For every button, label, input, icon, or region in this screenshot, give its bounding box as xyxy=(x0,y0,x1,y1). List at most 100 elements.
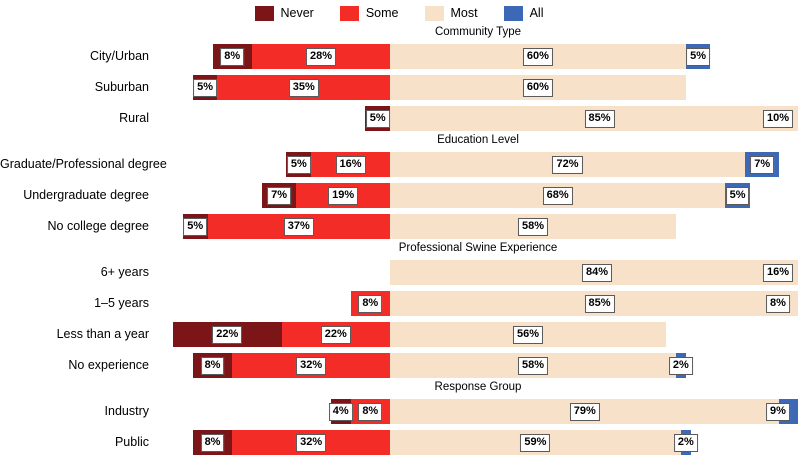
bar-track: 84% 16% xyxy=(158,260,798,285)
bar-value-label-most: 58% xyxy=(517,356,548,375)
panel-title: Community Type xyxy=(0,26,798,41)
panel-rows: Graduate/Professional degree 5% 16% 72% 7% Un… xyxy=(0,149,798,242)
bar-row: No college degree 5% 37% 58% xyxy=(0,211,798,242)
bar-row-label: 1–5 years xyxy=(94,296,149,311)
bar-value-label-never: 7% xyxy=(267,186,292,205)
legend-swatch-all xyxy=(503,5,523,21)
bar-row-label: Suburban xyxy=(94,80,149,95)
bar-value-label-all: 2% xyxy=(673,433,698,452)
bar-value-label-some: 8% xyxy=(358,402,383,421)
bar-value-label-never: 8% xyxy=(200,433,225,452)
bar-row: Undergraduate degree 7% 19% 68% 5% xyxy=(0,180,798,211)
bar-row-label: Less than a year xyxy=(56,327,149,342)
bar-stack: 8% 28% 60% 5% xyxy=(158,44,798,69)
bar-row-label: Graduate/Professional degree xyxy=(0,157,167,172)
panel-4: Response Group Industry 4% 8% 79% 9% Public 8% 3… xyxy=(0,381,798,458)
panel-title-text: Response Group xyxy=(434,381,522,393)
bar-row: 6+ years 84% 16% xyxy=(0,257,798,288)
panel-rows: City/Urban 8% 28% 60% 5% Suburban 5% 35% 60% Rura… xyxy=(0,41,798,134)
bar-row: Graduate/Professional degree 5% 16% 72% 7% xyxy=(0,149,798,180)
bar-row: Less than a year 22% 22% 56% xyxy=(0,319,798,350)
bar-value-label-most: 85% xyxy=(584,294,615,313)
bar-value-label-all: 8% xyxy=(766,294,790,313)
panel-2: Education Level Graduate/Professional deg… xyxy=(0,134,798,242)
bar-value-label-all: 7% xyxy=(750,155,775,174)
bar-stack: 4% 8% 79% 9% xyxy=(158,399,798,424)
bar-row-label: No experience xyxy=(68,358,149,373)
bar-value-label-some: 28% xyxy=(305,47,336,66)
chart-legend: Never Some Most All xyxy=(0,0,798,26)
bar-track: 5% 37% 58% xyxy=(158,214,798,239)
bar-value-label-never: 22% xyxy=(212,325,243,344)
bar-track: 7% 19% 68% 5% xyxy=(158,183,798,208)
legend-item-never: Never xyxy=(254,5,314,21)
bar-stack: 5% 16% 72% 7% xyxy=(158,152,798,177)
bar-value-label-never: 8% xyxy=(220,47,245,66)
bar-track: 4% 8% 79% 9% xyxy=(158,399,798,424)
bar-stack: 22% 22% 56% xyxy=(158,322,798,347)
bar-value-label-most: 58% xyxy=(517,217,548,236)
bar-track: 8% 32% 59% 2% xyxy=(158,430,798,455)
bar-value-label-most: 85% xyxy=(584,109,615,128)
bar-value-label-all: 5% xyxy=(725,186,750,205)
bar-row: Suburban 5% 35% 60% xyxy=(0,72,798,103)
bar-stack: 5% 85% 10% xyxy=(158,106,798,131)
panel-1: Community Type City/Urban 8% 28% 60% 5% Suburb… xyxy=(0,26,798,134)
legend-item-all: All xyxy=(503,5,544,21)
panel-title: Education Level xyxy=(0,134,798,149)
legend-label-never: Never xyxy=(280,5,314,20)
panel-title: Professional Swine Experience xyxy=(0,242,798,257)
chart-panels: Community Type City/Urban 8% 28% 60% 5% Suburb… xyxy=(0,26,798,458)
bar-value-label-most: 79% xyxy=(569,402,600,421)
bar-track: 8% 85% 8% xyxy=(158,291,798,316)
bar-stack: 8% 85% 8% xyxy=(158,291,798,316)
bar-value-label-never: 5% xyxy=(365,109,390,128)
panel-title: Response Group xyxy=(0,381,798,396)
bar-track: 22% 22% 56% xyxy=(158,322,798,347)
bar-value-label-some: 22% xyxy=(320,325,351,344)
bar-value-label-never: 8% xyxy=(200,356,225,375)
legend-swatch-most xyxy=(424,5,444,21)
panel-rows: 6+ years 84% 16% 1–5 years 8% 85% 8% Less than … xyxy=(0,257,798,381)
panel-title-text: Education Level xyxy=(437,134,519,146)
bar-value-label-most: 84% xyxy=(582,263,613,282)
bar-value-label-some: 32% xyxy=(296,356,327,375)
bar-value-label-never: 4% xyxy=(328,402,353,421)
bar-stack: 8% 32% 58% 2% xyxy=(158,353,798,378)
bar-value-label-some: 35% xyxy=(288,78,319,97)
bar-stack: 5% 35% 60% xyxy=(158,75,798,100)
bar-value-label-most: 68% xyxy=(542,186,573,205)
bar-value-label-all: 16% xyxy=(762,263,794,282)
panel-title-text: Community Type xyxy=(434,26,522,38)
bar-value-label-some: 8% xyxy=(358,294,383,313)
bar-track: 5% 35% 60% xyxy=(158,75,798,100)
bar-track: 5% 16% 72% 7% xyxy=(158,152,798,177)
bar-row: Industry 4% 8% 79% 9% xyxy=(0,396,798,427)
bar-track: 8% 32% 58% 2% xyxy=(158,353,798,378)
panel-3: Professional Swine Experience 6+ years 84%… xyxy=(0,242,798,381)
legend-label-all: All xyxy=(529,5,544,20)
bar-value-label-never: 5% xyxy=(193,78,218,97)
bar-value-label-all: 5% xyxy=(686,47,711,66)
bar-row: Rural 5% 85% 10% xyxy=(0,103,798,134)
bar-value-label-never: 5% xyxy=(286,155,311,174)
bar-value-label-some: 19% xyxy=(328,186,359,205)
bar-value-label-most: 72% xyxy=(552,155,583,174)
bar-row-label: 6+ years xyxy=(100,265,149,280)
legend-swatch-never xyxy=(254,5,274,21)
bar-value-label-all: 9% xyxy=(766,402,790,421)
bar-track: 5% 85% 10% xyxy=(158,106,798,131)
bar-row-label: Rural xyxy=(119,111,149,126)
bar-row: Public 8% 32% 59% 2% xyxy=(0,427,798,458)
bar-stack: 84% 16% xyxy=(158,260,798,285)
bar-stack: 7% 19% 68% 5% xyxy=(158,183,798,208)
bar-stack: 8% 32% 59% 2% xyxy=(158,430,798,455)
bar-value-label-some: 16% xyxy=(335,155,366,174)
bar-value-label-most: 60% xyxy=(522,47,553,66)
legend-swatch-some xyxy=(339,5,359,21)
bar-value-label-most: 60% xyxy=(522,78,553,97)
bar-value-label-most: 56% xyxy=(513,325,544,344)
bar-value-label-all: 2% xyxy=(668,356,693,375)
bar-row: City/Urban 8% 28% 60% 5% xyxy=(0,41,798,72)
panel-rows: Industry 4% 8% 79% 9% Public 8% 32% 59% 2% xyxy=(0,396,798,458)
